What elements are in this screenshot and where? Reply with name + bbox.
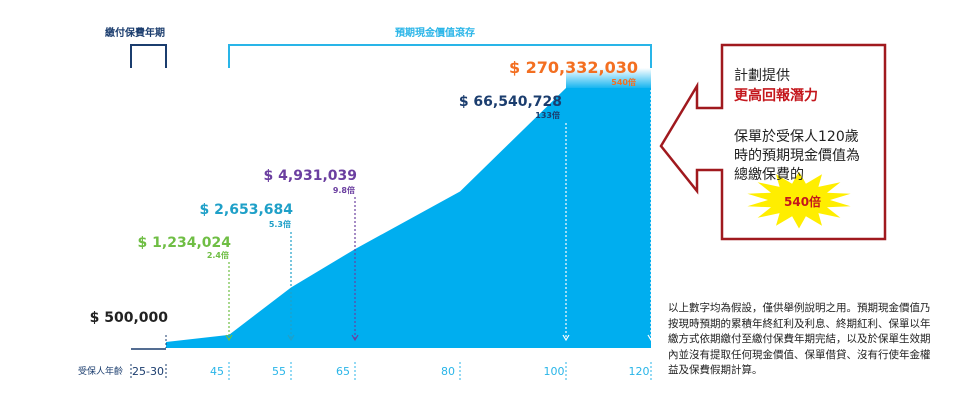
disclaimer-text: 以上數字均為假設，僅供舉例說明之用。預期現金價值乃按現時預期的累積年終紅利及利息… bbox=[668, 302, 931, 376]
guide-arrow-4 bbox=[647, 334, 655, 342]
guide-arrow-3 bbox=[562, 334, 570, 342]
x-tick-label-2: 55 bbox=[272, 365, 286, 378]
callout-line1: 計劃提供 bbox=[734, 68, 790, 84]
value-label-3: $ 4,931,039 bbox=[264, 168, 357, 184]
cash-value-area bbox=[166, 68, 651, 348]
header-brackets bbox=[130, 44, 652, 68]
multiple-label-1: 2.4倍 bbox=[207, 250, 229, 260]
multiple-label-4: 133倍 bbox=[535, 110, 560, 120]
burst-icon bbox=[747, 171, 851, 229]
x-tick-label-5: 100 bbox=[544, 365, 565, 378]
x-tick-label-0: 25-30 bbox=[132, 365, 164, 378]
value-label-1: $ 1,234,024 bbox=[138, 235, 232, 251]
value-label-2: $ 2,653,684 bbox=[200, 202, 294, 218]
value-label-0: $ 500,000 bbox=[90, 310, 169, 326]
area-fade bbox=[566, 68, 651, 90]
multiple-label-3: 9.8倍 bbox=[333, 185, 355, 195]
callout-body-3: 總繳保費的 bbox=[734, 167, 804, 183]
guide-arrow-0 bbox=[225, 334, 233, 342]
x-axis-title: 受保人年齡 bbox=[78, 365, 123, 377]
x-tick-label-6: 120 bbox=[629, 365, 650, 378]
multiple-label-5: 540倍 bbox=[611, 77, 636, 87]
multiple-label-2: 5.3倍 bbox=[269, 219, 291, 229]
premium-period-label: 繳付保費年期 bbox=[105, 28, 165, 39]
age-guide-lines bbox=[165, 90, 655, 348]
x-axis: 受保人年齡 25-30 45 55 65 80 100 120 bbox=[78, 348, 652, 380]
callout-body-2: 時的預期現金價值為 bbox=[734, 148, 860, 164]
x-tick-label-1: 45 bbox=[210, 365, 224, 378]
area-fill bbox=[166, 88, 651, 348]
callout-body-1: 保單於受保人120歲 bbox=[734, 129, 859, 145]
x-tick-label-4: 80 bbox=[441, 365, 455, 378]
guide-arrow-2 bbox=[351, 334, 359, 342]
value-label-5: $ 270,332,030 bbox=[509, 58, 638, 77]
guide-arrow-1 bbox=[287, 334, 295, 342]
burst-label: 540倍 bbox=[784, 195, 822, 209]
value-label-4: $ 66,540,728 bbox=[459, 94, 562, 110]
projection-label: 預期現金價值滾存 bbox=[395, 28, 475, 39]
projection-bracket bbox=[228, 44, 652, 68]
callout-line2: 更高回報潛力 bbox=[734, 88, 818, 104]
premium-bracket bbox=[130, 44, 167, 68]
x-tick-label-3: 65 bbox=[336, 365, 350, 378]
